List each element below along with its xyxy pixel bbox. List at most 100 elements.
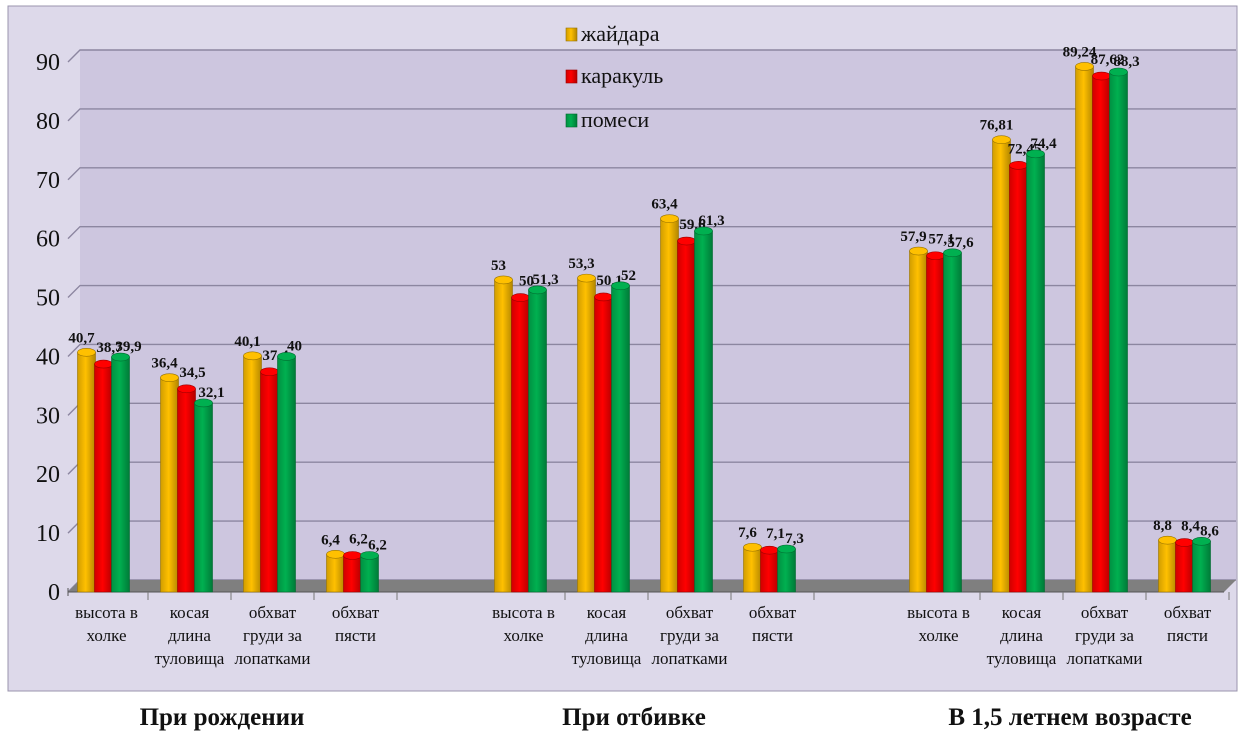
bar-cap	[77, 348, 96, 357]
data-label: 51,3	[532, 272, 558, 288]
x-category-label: длина	[168, 626, 211, 645]
data-label: 52	[621, 268, 636, 284]
bar-cap	[1092, 71, 1111, 81]
bar-cap	[243, 351, 262, 361]
bar-0-3-1	[343, 551, 362, 593]
bar-cap	[777, 544, 796, 554]
bar-cap	[992, 135, 1011, 144]
bar-body	[360, 555, 379, 593]
bar-cap	[111, 352, 130, 362]
bar-body	[194, 402, 213, 593]
legend-item-1: каракуль	[565, 63, 663, 88]
legend-swatch	[565, 27, 578, 42]
bar-0-2-2	[277, 352, 296, 593]
bar-1-0-2	[528, 285, 547, 593]
x-category-label: косая	[1002, 603, 1042, 622]
bar-body	[326, 554, 345, 593]
bar-body	[677, 240, 696, 593]
bar-2-1-1	[1009, 161, 1028, 593]
bar-0-2-1	[260, 367, 279, 593]
x-category-label: груди за	[243, 626, 302, 645]
x-category-label: обхват	[249, 603, 297, 622]
bar-cap	[194, 398, 213, 408]
data-label: 6,4	[321, 532, 340, 548]
bar-cap	[577, 273, 596, 283]
bar-cap	[326, 550, 345, 559]
legend-swatch	[565, 69, 578, 84]
bar-body	[1026, 153, 1045, 593]
bar-2-2-0	[1075, 62, 1094, 593]
bar-1-0-1	[511, 293, 530, 593]
bar-body	[926, 255, 945, 593]
x-category-label: обхват	[1081, 603, 1129, 622]
bar-2-3-2	[1192, 537, 1211, 593]
data-label: 32,1	[198, 385, 224, 401]
x-category-label: лопатками	[651, 649, 727, 668]
bar-cap	[94, 359, 113, 369]
data-label: 87,62	[1091, 52, 1125, 68]
plot-floor	[68, 580, 1236, 592]
bar-2-1-0	[992, 135, 1011, 593]
x-category-label: высота в	[492, 603, 555, 622]
data-label: 57,9	[900, 229, 926, 245]
x-category-label: груди за	[1075, 626, 1134, 645]
plot-back-wall	[68, 50, 1236, 592]
bar-0-1-1	[177, 384, 196, 593]
x-category-label: туловища	[987, 649, 1057, 668]
bar-cap	[677, 236, 696, 246]
bar-body	[777, 548, 796, 593]
legend-swatch	[565, 113, 578, 128]
bar-cap	[694, 226, 713, 236]
bar-cap	[594, 292, 613, 302]
bar-body	[77, 352, 96, 593]
bar-cap	[611, 281, 630, 291]
bar-0-3-0	[326, 550, 345, 593]
data-label: 50	[519, 274, 534, 290]
bar-1-1-1	[594, 292, 613, 593]
gridline	[67, 343, 1236, 357]
group-title-0: При рождении	[139, 704, 305, 731]
x-category-label: длина	[585, 626, 628, 645]
gridline	[67, 167, 1236, 181]
x-category-label: обхват	[332, 603, 380, 622]
bar-body	[1175, 542, 1194, 593]
bar-2-3-1	[1175, 538, 1194, 593]
x-category-label: высота в	[75, 603, 138, 622]
bar-0-2-0	[243, 351, 262, 593]
x-category-label: туловища	[572, 649, 642, 668]
y-tick-label: 60	[36, 227, 60, 253]
bar-1-2-1	[677, 236, 696, 593]
bar-body	[992, 139, 1011, 593]
legend-label: жайдара	[580, 21, 660, 46]
bar-1-1-0	[577, 273, 596, 593]
bar-body	[160, 377, 179, 593]
x-category-label: пясти	[752, 626, 793, 645]
group-title-1: При отбивке	[562, 704, 706, 731]
data-label: 6,2	[349, 531, 368, 547]
bar-body	[260, 371, 279, 593]
bar-cap	[360, 551, 379, 560]
bar-body	[94, 363, 113, 593]
legend-label: помеси	[581, 107, 649, 132]
y-tick-label: 80	[36, 109, 60, 135]
bar-body	[511, 297, 530, 593]
x-category-label: холке	[919, 626, 959, 645]
bar-body	[760, 549, 779, 593]
bar-body	[1192, 541, 1211, 593]
bar-1-3-2	[777, 544, 796, 593]
x-category-label: обхват	[749, 603, 797, 622]
gridline	[67, 225, 1236, 240]
x-category-label: холке	[87, 626, 127, 645]
bar-cap	[177, 384, 196, 394]
bar-1-1-2	[611, 281, 630, 593]
bar-cap	[1158, 535, 1177, 545]
bar-cap	[511, 293, 530, 302]
data-label: 57,6	[947, 235, 974, 251]
gridline	[67, 108, 1236, 122]
bar-body	[494, 279, 513, 593]
x-category-label: холке	[504, 626, 544, 645]
x-category-label: груди за	[660, 626, 719, 645]
data-label: 6,2	[368, 537, 387, 553]
bar-body	[594, 296, 613, 593]
